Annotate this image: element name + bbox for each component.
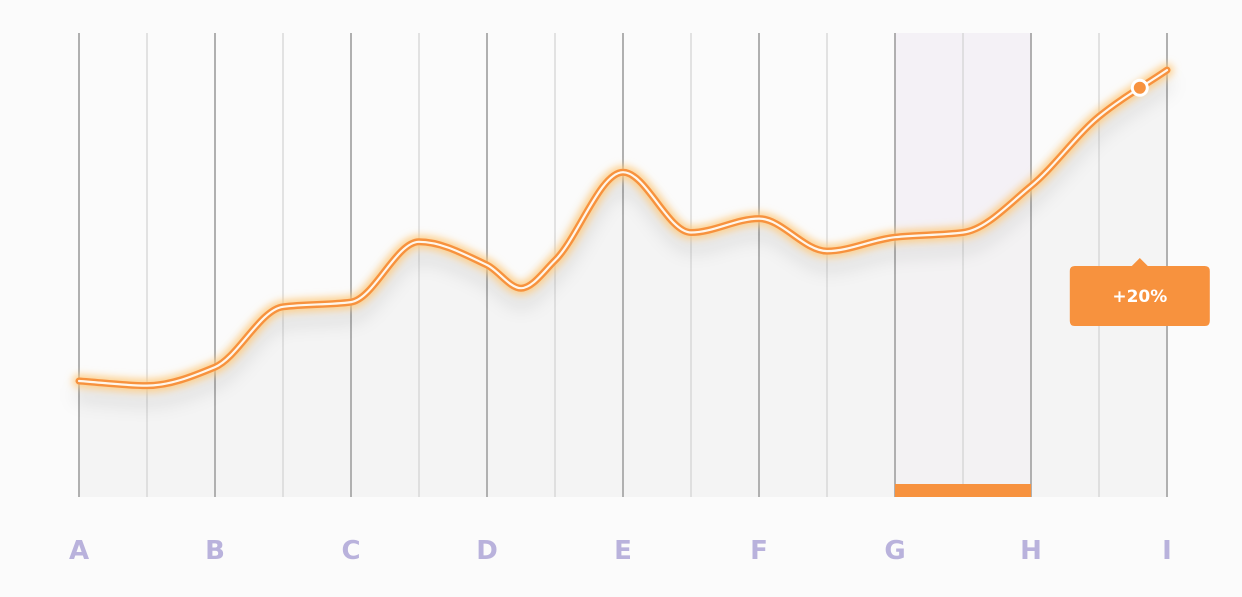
tooltip-label: +20% (1112, 287, 1167, 307)
series-line-shadow (74, 79, 1172, 405)
x-axis-tick-labels: A B C D E F G H I (69, 536, 1172, 566)
tooltip: +20% (1069, 258, 1210, 326)
tooltip-box (1069, 258, 1210, 326)
series-line-layer (72, 63, 1174, 405)
x-tick-label: E (614, 536, 632, 566)
series-line-core (77, 69, 1169, 387)
marker-layer (1130, 78, 1149, 97)
x-tick-label: D (476, 536, 498, 566)
grid-layer (78, 33, 1168, 497)
x-tick-label: I (1162, 536, 1172, 566)
highlight-bar (895, 484, 1031, 497)
x-tick-label: H (1020, 536, 1042, 566)
x-tick-label: C (341, 536, 360, 566)
x-tick-label: F (750, 536, 768, 566)
x-tick-label: A (69, 536, 89, 566)
x-tick-label: G (884, 536, 905, 566)
x-tick-label: B (205, 536, 225, 566)
highlight-marker (1133, 81, 1146, 94)
